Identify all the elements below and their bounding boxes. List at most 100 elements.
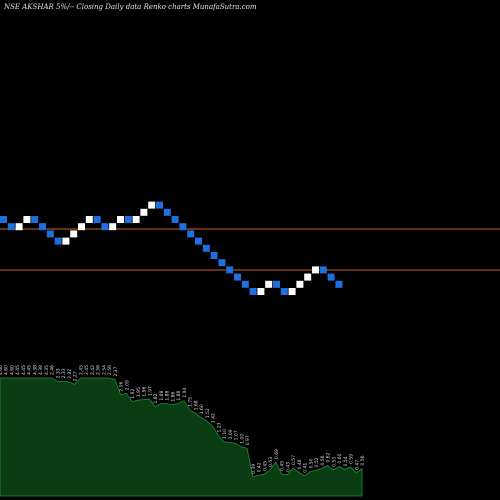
data-label: 2.54 bbox=[101, 365, 107, 375]
data-label: 4.45 bbox=[15, 365, 21, 375]
data-label: 2.33 bbox=[61, 368, 67, 378]
renko-brick bbox=[101, 223, 109, 231]
data-label: 0.43 bbox=[285, 462, 291, 472]
data-label: 0.53 bbox=[331, 457, 337, 467]
data-label: 1.97 bbox=[147, 386, 153, 396]
renko-brick bbox=[257, 288, 265, 295]
renko-brick bbox=[335, 280, 343, 288]
renko-brick bbox=[117, 216, 124, 223]
renko-brick bbox=[39, 223, 46, 231]
data-label: 0.57 bbox=[291, 455, 297, 465]
renko-brick bbox=[124, 216, 132, 223]
renko-brick bbox=[15, 223, 23, 231]
data-label: 1.94 bbox=[182, 387, 188, 397]
data-label: 1.42 bbox=[211, 413, 217, 423]
renko-brick bbox=[296, 280, 304, 288]
data-label: 0.60 bbox=[337, 453, 343, 463]
data-label: 0.54 bbox=[343, 456, 349, 466]
data-label: 0.48 bbox=[297, 459, 303, 469]
data-label: 1.68 bbox=[193, 400, 199, 410]
data-label: 1.95 bbox=[136, 387, 142, 397]
renko-brick bbox=[241, 280, 249, 288]
renko-brick bbox=[195, 237, 202, 245]
renko-brick bbox=[210, 252, 218, 259]
data-label: 4.60 bbox=[0, 365, 4, 375]
volume-area bbox=[0, 377, 363, 497]
renko-brick bbox=[0, 216, 7, 223]
data-label: 4.45 bbox=[21, 365, 27, 375]
data-label: 2.56 bbox=[96, 365, 102, 375]
renko-brick bbox=[46, 230, 54, 238]
data-label: 1.86 bbox=[170, 391, 176, 401]
renko-brick bbox=[226, 266, 234, 274]
renko-brick bbox=[140, 208, 148, 216]
renko-brick bbox=[187, 230, 195, 238]
data-label: 2.56 bbox=[107, 365, 113, 375]
renko-brick bbox=[179, 223, 187, 231]
renko-brick bbox=[93, 216, 101, 223]
renko-brick bbox=[202, 244, 210, 252]
renko-brick bbox=[7, 223, 15, 231]
renko-brick bbox=[218, 259, 226, 267]
data-label: 4.38 bbox=[33, 365, 39, 375]
data-label: 2.27 bbox=[73, 371, 79, 381]
data-label: 1.96 bbox=[142, 386, 148, 396]
data-label: 1.52 bbox=[205, 408, 211, 418]
data-label: 4.38 bbox=[38, 365, 44, 375]
renko-brick bbox=[54, 237, 62, 245]
renko-brick bbox=[62, 237, 70, 245]
renko-brick bbox=[327, 273, 335, 281]
data-label: 4.60 bbox=[10, 365, 16, 375]
data-label: 0.56 bbox=[320, 455, 326, 465]
chart-title: NSE AKSHAR 5%/-- Closing Daily data Renk… bbox=[4, 3, 257, 11]
data-label: 0.41 bbox=[303, 463, 309, 473]
renko-brick bbox=[280, 288, 288, 295]
data-label: 4.60 bbox=[4, 365, 10, 375]
renko-brick bbox=[132, 216, 140, 223]
renko-brick bbox=[273, 280, 280, 288]
data-label: 1.23 bbox=[216, 422, 222, 432]
data-label: 1.00 bbox=[239, 434, 245, 444]
renko-brick bbox=[78, 223, 85, 231]
data-label: 1.07 bbox=[234, 430, 240, 440]
data-label: 0.39 bbox=[251, 464, 257, 474]
renko-brick bbox=[148, 201, 156, 209]
renko-brick bbox=[171, 216, 179, 223]
data-label: 4.35 bbox=[44, 365, 50, 375]
data-label: 2.32 bbox=[67, 369, 73, 379]
data-label: 1.88 bbox=[165, 390, 171, 400]
data-label: 1.10 bbox=[222, 429, 228, 439]
data-label: 2.46 bbox=[50, 365, 56, 375]
data-label: 1.82 bbox=[153, 393, 159, 403]
renko-brick bbox=[304, 273, 312, 281]
renko-brick bbox=[31, 216, 39, 223]
data-label: 0.97 bbox=[245, 435, 251, 445]
data-label: 0.52 bbox=[314, 457, 320, 467]
data-label: 2.45 bbox=[78, 365, 84, 375]
data-label: 1.09 bbox=[228, 429, 234, 439]
renko-brick bbox=[23, 216, 31, 223]
renko-brick bbox=[85, 216, 93, 223]
data-label: 0.56 bbox=[360, 455, 366, 465]
data-label: 1.88 bbox=[176, 390, 182, 400]
data-label: 0.69 bbox=[274, 449, 280, 459]
data-label: 1.88 bbox=[159, 390, 165, 400]
data-label: 2.42 bbox=[90, 365, 96, 375]
renko-brick bbox=[70, 230, 78, 238]
data-label: 1.75 bbox=[188, 397, 194, 407]
renko-brick bbox=[234, 273, 241, 281]
data-label: 2.37 bbox=[113, 366, 119, 376]
renko-brick bbox=[249, 288, 257, 295]
data-label: 2.09 bbox=[124, 380, 130, 390]
data-label: 0.59 bbox=[349, 454, 355, 464]
renko-brick bbox=[288, 288, 296, 295]
renko-brick bbox=[312, 266, 319, 274]
data-label: 2.06 bbox=[119, 382, 125, 392]
data-label: 1.92 bbox=[130, 388, 136, 398]
data-label: 0.42 bbox=[257, 462, 263, 472]
renko-brick bbox=[265, 280, 273, 288]
renko-brick bbox=[163, 208, 171, 216]
data-label: 0.45 bbox=[262, 461, 268, 471]
